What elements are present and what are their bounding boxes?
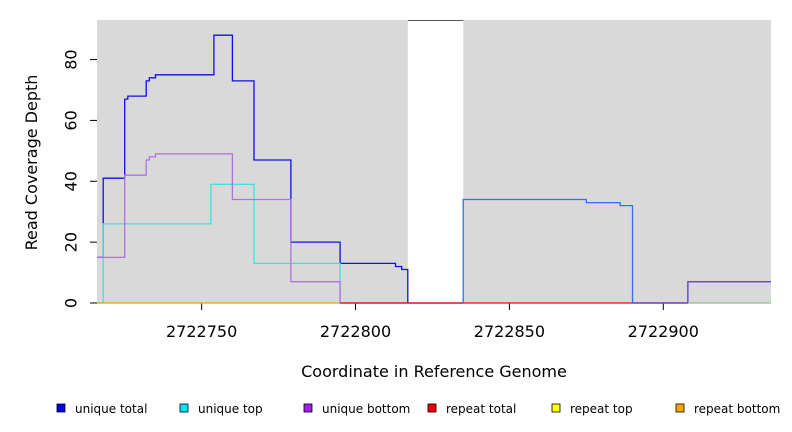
legend-swatch (303, 403, 313, 413)
legend: unique total unique top unique bottom repea… (56, 402, 780, 416)
legend-label: unique total (75, 402, 147, 416)
series-line-unique-bottom-right- (632, 281, 771, 304)
legend-swatch (427, 403, 437, 413)
legend-swatch (56, 403, 66, 413)
x-tick-label: 2722900 (628, 322, 699, 341)
series-line-unique-bottom (97, 153, 408, 304)
legend-swatch (179, 403, 189, 413)
series-lines (97, 34, 771, 304)
y-tick-label: 40 (62, 171, 81, 191)
x-tick-label: 2722850 (474, 322, 545, 341)
plot-panel-left (97, 20, 408, 303)
legend-swatch (551, 403, 561, 413)
axis-ticks: 2722750 2722800 2722850 2722900 0 20 40 60 80 (62, 49, 699, 341)
y-tick-label: 20 (62, 232, 81, 252)
x-axis-title: Coordinate in Reference Genome (301, 362, 567, 381)
legend-label: repeat total (446, 402, 516, 416)
y-tick-label: 60 (62, 110, 81, 130)
plot-panel-right (463, 20, 771, 303)
series-line-unique-total (97, 34, 464, 304)
legend-label: unique bottom (322, 402, 410, 416)
legend-swatch (675, 403, 685, 413)
x-tick-label: 2722800 (320, 322, 391, 341)
legend-label: repeat top (570, 402, 633, 416)
x-tick-label: 2722750 (166, 322, 237, 341)
y-tick-label: 0 (62, 298, 81, 308)
y-axis-title: Read Coverage Depth (22, 75, 41, 251)
plot-panels (97, 20, 771, 303)
legend-label: unique top (198, 402, 263, 416)
y-tick-label: 80 (62, 49, 81, 69)
legend-label: repeat bottom (694, 402, 780, 416)
